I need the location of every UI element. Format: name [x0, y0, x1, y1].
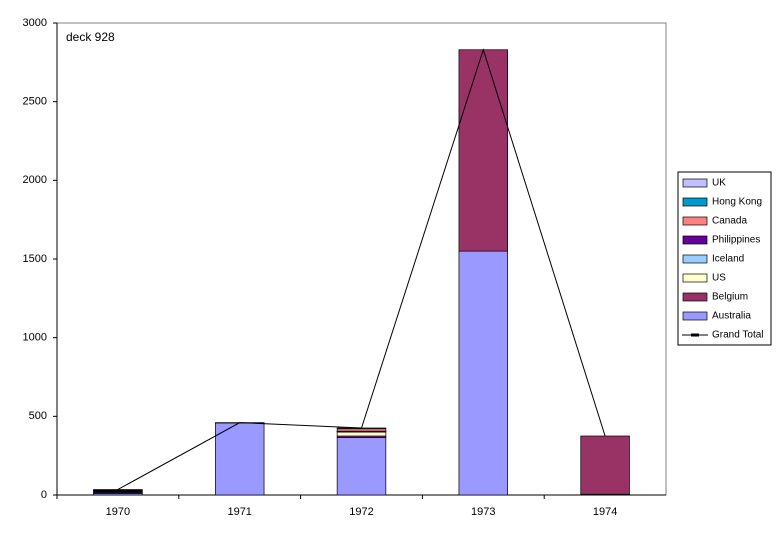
- x-tick-label: 1970: [106, 506, 130, 518]
- bar-segment: [214, 422, 265, 496]
- legend-label: US: [712, 273, 726, 284]
- legend-swatch: [682, 273, 708, 283]
- bar-segment: [93, 489, 143, 491]
- legend-swatch: [682, 292, 708, 302]
- legend-label: Australia: [712, 311, 751, 322]
- bar-segment: [336, 428, 387, 432]
- legend-label: UK: [712, 178, 726, 189]
- bar-segment: [458, 250, 509, 496]
- legend-swatch: [682, 216, 708, 226]
- y-tick-label: 1000: [23, 332, 47, 344]
- y-tick-label: 0: [41, 489, 47, 501]
- legend-swatch: [682, 311, 708, 321]
- legend-label: Grand Total: [712, 330, 764, 341]
- legend-label: Belgium: [712, 292, 748, 303]
- legend-label: Hong Kong: [712, 197, 762, 208]
- bar-segment: [580, 435, 630, 495]
- y-tick-label: 1500: [23, 253, 47, 265]
- bar-segment: [336, 437, 387, 496]
- bar-segment: [458, 49, 509, 252]
- legend-label: Philippines: [712, 235, 760, 246]
- plot-area: [56, 22, 667, 496]
- legend-swatch: [682, 254, 708, 264]
- y-tick-label: 2500: [23, 96, 47, 108]
- legend-swatch: [682, 197, 708, 207]
- x-tick-label: 1974: [593, 506, 617, 518]
- y-tick-label: 2000: [23, 174, 47, 186]
- chart-title: deck 928: [66, 30, 115, 44]
- x-tick-label: 1972: [349, 506, 373, 518]
- legend-swatch: [682, 235, 708, 245]
- legend-swatch: [682, 178, 708, 188]
- legend-label: Canada: [712, 216, 747, 227]
- x-tick-label: 1971: [227, 506, 251, 518]
- legend-label: Iceland: [712, 254, 744, 265]
- total-line: [117, 48, 606, 490]
- y-tick-label: 3000: [23, 17, 47, 29]
- x-tick-label: 1973: [471, 506, 495, 518]
- y-tick-label: 500: [29, 410, 47, 422]
- bar-segment: [336, 431, 387, 437]
